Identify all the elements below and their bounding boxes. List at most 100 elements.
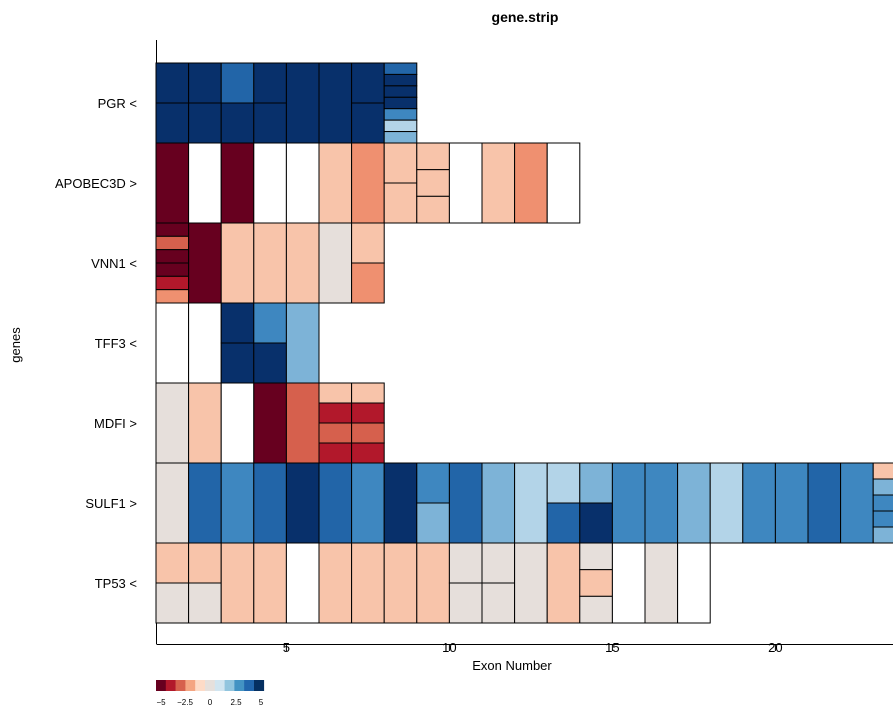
- exon-cell: [155, 235, 190, 251]
- y-axis-label: genes: [8, 327, 23, 363]
- x-tick-label: 10: [442, 640, 456, 655]
- exon-cell: [318, 422, 353, 444]
- exon-cell: [481, 542, 516, 584]
- legend-swatch: [224, 680, 235, 691]
- exon-cell: [318, 222, 353, 304]
- exon-cell: [318, 402, 353, 424]
- legend-swatch: [214, 680, 225, 691]
- exon-cell: [220, 382, 255, 464]
- exon-cell: [546, 142, 581, 224]
- x-tick-label: 5: [283, 640, 290, 655]
- exon-cell: [188, 302, 222, 384]
- exon-cell: [416, 462, 450, 504]
- exon-cell: [155, 462, 190, 544]
- exon-cell: [416, 142, 450, 171]
- exon-cell: [220, 102, 255, 144]
- gene-label: SULF1 >: [85, 496, 137, 511]
- exon-cell: [220, 302, 255, 344]
- exon-cell: [774, 462, 809, 544]
- legend-tick-label: −5: [156, 698, 166, 707]
- gene-row: TFF3 <: [95, 302, 320, 384]
- exon-cell: [351, 402, 385, 424]
- exon-cell: [285, 62, 320, 144]
- x-tick-label: 15: [605, 640, 619, 655]
- exon-cell: [220, 222, 255, 304]
- x-tick-label: 20: [768, 640, 782, 655]
- exon-cell: [383, 542, 418, 624]
- exon-cell: [546, 462, 581, 504]
- exon-cell: [155, 62, 190, 104]
- gene-row: APOBEC3D >: [55, 142, 581, 224]
- legend-swatch: [244, 680, 255, 691]
- exon-cell: [155, 302, 190, 384]
- legend-swatch: [165, 680, 176, 691]
- exon-cell: [351, 462, 385, 544]
- exon-cell: [872, 510, 893, 528]
- gene-row: MDFI >: [94, 382, 385, 464]
- exon-cell: [383, 131, 418, 144]
- exon-cell: [546, 542, 581, 624]
- exon-cell: [351, 222, 385, 264]
- color-legend: −5 −2.5 0 2.5 5: [156, 680, 265, 707]
- gene-label: VNN1 <: [91, 256, 137, 271]
- exon-cell: [514, 542, 548, 624]
- legend-swatch: [254, 680, 265, 691]
- exon-cell: [188, 102, 222, 144]
- exon-cell: [253, 222, 287, 304]
- exon-cell: [579, 569, 613, 597]
- x-axis-ticks: 5 10 15 20: [283, 640, 783, 655]
- exon-cell: [351, 422, 385, 444]
- exon-cell: [383, 119, 418, 133]
- exon-cell: [383, 96, 418, 110]
- exon-cell: [253, 102, 287, 144]
- exon-cell: [253, 542, 287, 624]
- exon-cell: [351, 102, 385, 144]
- exon-cell: [318, 382, 353, 404]
- gene-label: APOBEC3D >: [55, 176, 137, 191]
- chart-title: gene.strip: [492, 9, 559, 25]
- exon-cell: [253, 462, 287, 544]
- legend-tick-label: 0: [208, 698, 213, 707]
- exon-cell: [383, 62, 418, 75]
- exon-cell: [188, 222, 222, 304]
- exon-cell: [677, 462, 711, 544]
- gene-row: VNN1 <: [91, 222, 385, 304]
- gene-label: TP53 <: [95, 576, 137, 591]
- exon-cell: [611, 542, 646, 624]
- exon-cell: [188, 62, 222, 104]
- exon-cell: [155, 222, 190, 237]
- legend-swatch: [234, 680, 245, 691]
- exon-cell: [318, 462, 353, 544]
- exon-cell: [155, 275, 190, 291]
- exon-cell: [872, 526, 893, 544]
- exon-cell: [220, 142, 255, 224]
- exon-cell: [448, 542, 483, 584]
- exon-cell: [448, 142, 483, 224]
- exon-cell: [416, 502, 450, 544]
- exon-cell: [351, 62, 385, 104]
- exon-cell: [220, 462, 255, 544]
- gene-rows: PGR < APOBEC3D > VNN1 < TFF3 < MDFI > SULF1 >…: [55, 62, 893, 624]
- exon-cell: [351, 382, 385, 404]
- exon-cell: [220, 62, 255, 104]
- exon-cell: [481, 462, 516, 544]
- exon-cell: [155, 382, 190, 464]
- exon-cell: [383, 85, 418, 98]
- exon-cell: [481, 582, 516, 624]
- legend-tick-label: −2.5: [177, 698, 193, 707]
- exon-cell: [188, 462, 222, 544]
- exon-cell: [220, 342, 255, 384]
- exon-cell: [253, 142, 287, 224]
- exon-cell: [611, 462, 646, 544]
- exon-cell: [155, 142, 190, 224]
- exon-cell: [351, 262, 385, 304]
- exon-cell: [644, 542, 679, 624]
- exon-cell: [318, 542, 353, 624]
- exon-cell: [285, 302, 320, 384]
- exon-cell: [579, 502, 613, 544]
- exon-cell: [383, 73, 418, 87]
- exon-cell: [155, 102, 190, 144]
- exon-cell: [383, 182, 418, 224]
- exon-cell: [579, 462, 613, 504]
